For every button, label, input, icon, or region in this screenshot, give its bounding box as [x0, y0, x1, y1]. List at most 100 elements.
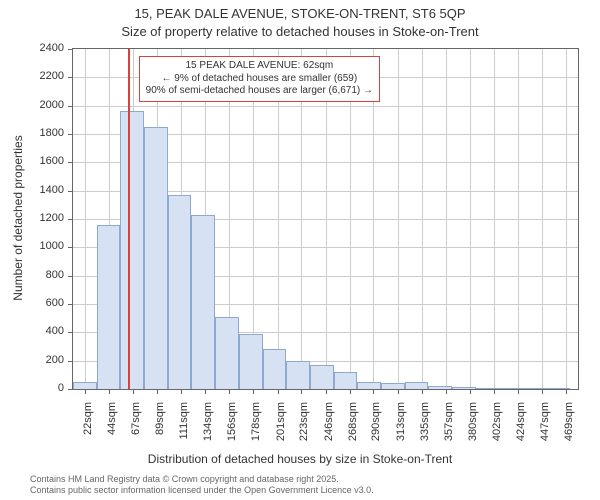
plot-area: 15 PEAK DALE AVENUE: 62sqm ← 9% of detac…: [72, 48, 579, 390]
x-tick-label: 447sqm: [539, 402, 551, 441]
y-tick-label: 1200: [32, 212, 64, 224]
chart-title-line1: 15, PEAK DALE AVENUE, STOKE-ON-TRENT, ST…: [0, 6, 600, 21]
y-tick: [68, 276, 73, 277]
histogram-bar: [334, 372, 358, 389]
x-tick-label: 156sqm: [226, 402, 238, 441]
y-tick: [68, 247, 73, 248]
x-tick-label: 134sqm: [202, 402, 214, 441]
annotation-box: 15 PEAK DALE AVENUE: 62sqm ← 9% of detac…: [139, 56, 380, 102]
x-tick: [109, 389, 110, 394]
histogram-bar: [523, 388, 547, 389]
x-tick: [157, 389, 158, 394]
footer-line1: Contains HM Land Registry data © Crown c…: [30, 474, 374, 485]
x-tick-label: 246sqm: [323, 402, 335, 441]
figure: 15, PEAK DALE AVENUE, STOKE-ON-TRENT, ST…: [0, 0, 600, 500]
y-tick: [68, 361, 73, 362]
y-tick: [68, 219, 73, 220]
x-tick-label: 469sqm: [563, 402, 575, 441]
x-tick-label: 67sqm: [130, 402, 142, 435]
x-tick: [470, 389, 471, 394]
histogram-bar: [476, 388, 500, 389]
y-tick-label: 2400: [32, 42, 64, 54]
histogram-bar: [405, 382, 429, 389]
y-tick: [68, 304, 73, 305]
x-tick: [85, 389, 86, 394]
x-tick: [398, 389, 399, 394]
histogram-bar: [310, 365, 334, 389]
histogram-bar: [381, 383, 405, 389]
x-tick: [278, 389, 279, 394]
histogram-bar: [168, 195, 192, 389]
histogram-bar: [215, 317, 239, 389]
grid-line-v: [470, 49, 471, 389]
grid-line-v: [566, 49, 567, 389]
x-tick-label: 201sqm: [275, 402, 287, 441]
y-tick: [68, 134, 73, 135]
x-tick-label: 178sqm: [250, 402, 262, 441]
x-tick: [133, 389, 134, 394]
y-tick-label: 600: [32, 297, 64, 309]
grid-line-v: [446, 49, 447, 389]
y-axis-label: Number of detached properties: [11, 135, 25, 300]
y-tick-label: 800: [32, 269, 64, 281]
y-tick: [68, 106, 73, 107]
x-tick-label: 357sqm: [443, 402, 455, 441]
x-axis-label: Distribution of detached houses by size …: [0, 452, 600, 466]
x-tick-label: 290sqm: [370, 402, 382, 441]
footer-credits: Contains HM Land Registry data © Crown c…: [30, 474, 374, 496]
grid-line-v: [542, 49, 543, 389]
x-tick-label: 223sqm: [298, 402, 310, 441]
x-tick: [326, 389, 327, 394]
x-tick-label: 44sqm: [106, 402, 118, 435]
x-tick: [350, 389, 351, 394]
x-tick: [253, 389, 254, 394]
histogram-bar: [73, 382, 97, 389]
x-tick: [205, 389, 206, 394]
footer-line2: Contains public sector information licen…: [30, 485, 374, 496]
x-tick: [446, 389, 447, 394]
annotation-line2: ← 9% of detached houses are smaller (659…: [146, 73, 373, 86]
histogram-bar: [499, 388, 523, 389]
y-tick: [68, 49, 73, 50]
y-tick: [68, 191, 73, 192]
annotation-line3: 90% of semi-detached houses are larger (…: [146, 85, 373, 98]
y-tick-label: 0: [32, 382, 64, 394]
x-tick-label: 111sqm: [178, 402, 190, 440]
histogram-bar: [428, 386, 452, 389]
reference-marker-line: [128, 49, 130, 389]
histogram-bar: [97, 225, 121, 389]
histogram-bar: [120, 111, 144, 389]
grid-line-v: [518, 49, 519, 389]
histogram-bar: [263, 349, 287, 389]
x-tick: [422, 389, 423, 394]
y-tick: [68, 162, 73, 163]
x-tick-label: 424sqm: [515, 402, 527, 441]
grid-line-v: [422, 49, 423, 389]
y-tick-label: 200: [32, 354, 64, 366]
x-tick-label: 22sqm: [82, 402, 94, 435]
y-tick-label: 400: [32, 325, 64, 337]
x-tick: [494, 389, 495, 394]
x-tick: [229, 389, 230, 394]
grid-line-v: [494, 49, 495, 389]
y-tick-label: 2200: [32, 70, 64, 82]
y-tick-label: 2000: [32, 99, 64, 111]
x-tick: [373, 389, 374, 394]
x-tick-label: 89sqm: [154, 402, 166, 435]
grid-line-v: [398, 49, 399, 389]
y-tick-label: 1000: [32, 240, 64, 252]
histogram-bar: [239, 334, 263, 389]
chart-title-line2: Size of property relative to detached ho…: [0, 24, 600, 39]
x-tick: [301, 389, 302, 394]
y-tick: [68, 389, 73, 390]
y-tick-label: 1600: [32, 155, 64, 167]
annotation-line1: 15 PEAK DALE AVENUE: 62sqm: [146, 60, 373, 73]
y-tick-label: 1800: [32, 127, 64, 139]
x-tick: [542, 389, 543, 394]
x-tick-label: 313sqm: [395, 402, 407, 441]
x-tick-label: 380sqm: [467, 402, 479, 441]
histogram-bar: [191, 215, 215, 389]
y-tick: [68, 332, 73, 333]
histogram-bar: [357, 382, 381, 389]
x-tick-label: 402sqm: [491, 402, 503, 441]
